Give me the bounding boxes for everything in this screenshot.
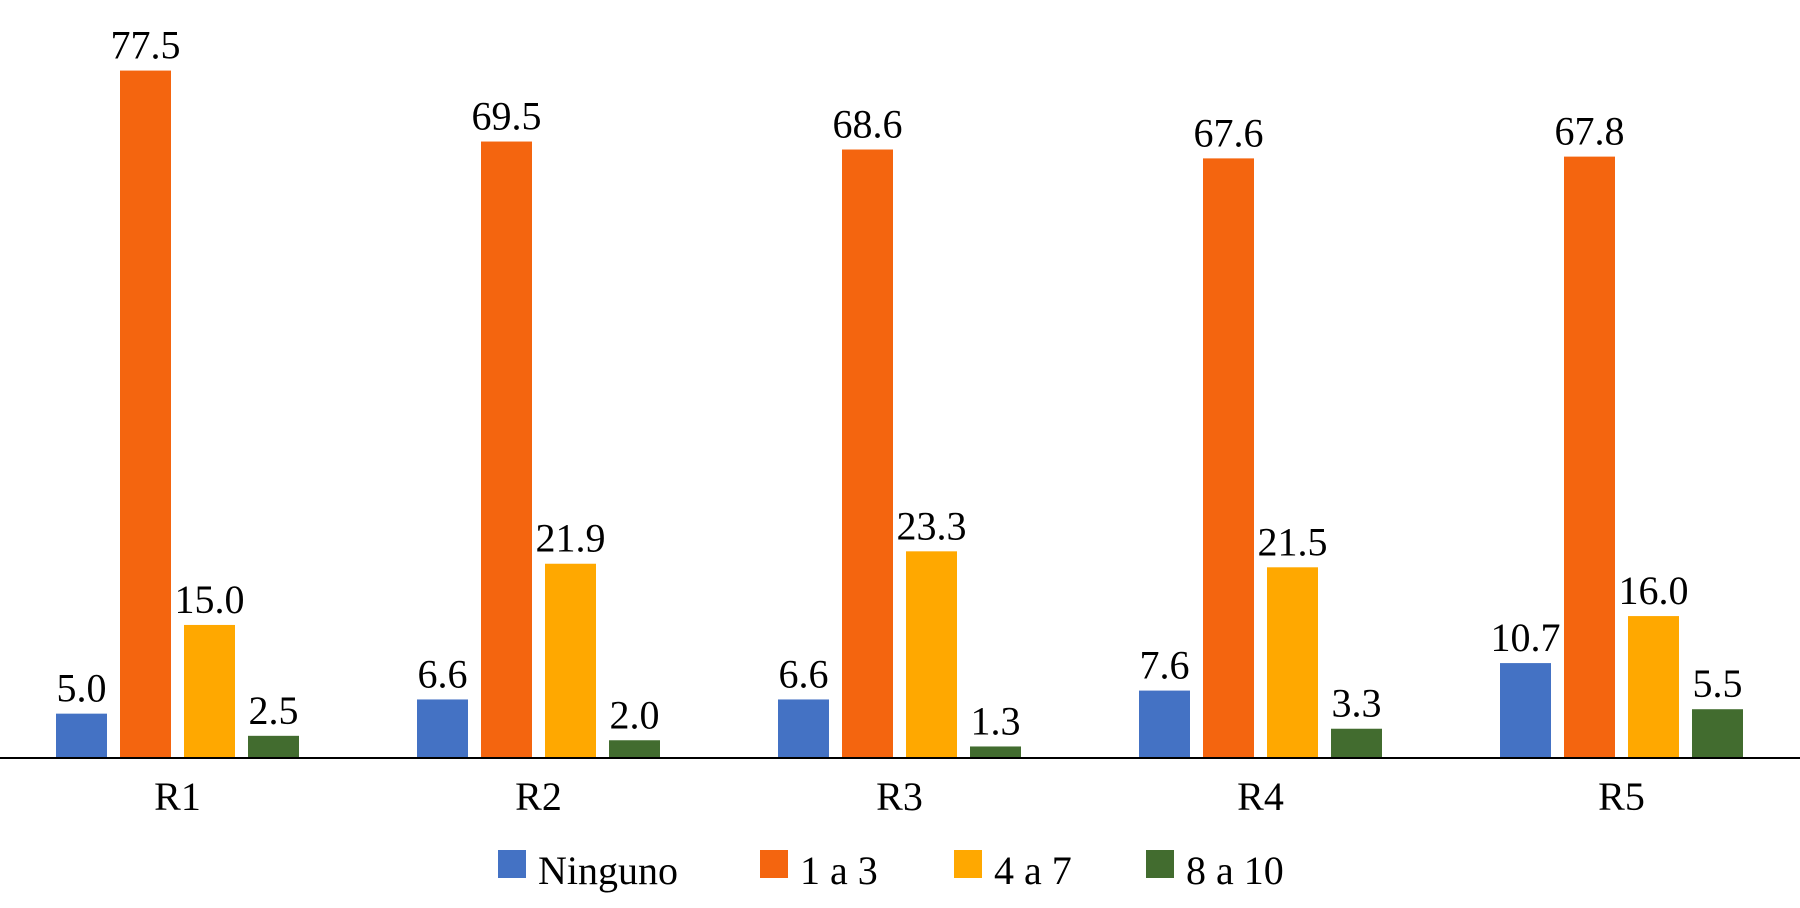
x-tick-label-r5: R5 [1598, 774, 1645, 819]
bar-r4-ninguno [1139, 690, 1190, 758]
bar-r5-8-a-10 [1692, 709, 1743, 758]
value-label-r5-ninguno: 10.7 [1491, 615, 1561, 660]
bar-r1-ninguno [56, 713, 107, 758]
bar-r3-8-a-10 [970, 746, 1021, 758]
legend: Ninguno 1 a 3 4 a 7 8 a 10 [498, 848, 1284, 893]
bar-r4-4-a-7 [1267, 567, 1318, 758]
bar-r3-1-a-3 [842, 149, 893, 758]
value-label-r1-ninguno: 5.0 [57, 666, 107, 711]
value-label-r1-8-a-10: 2.5 [249, 688, 299, 733]
bar-r2-8-a-10 [609, 740, 660, 758]
bar-r4-8-a-10 [1331, 728, 1382, 758]
bars-layer [56, 70, 1743, 758]
x-tick-label-r4: R4 [1237, 774, 1284, 819]
bar-r5-1-a-3 [1564, 156, 1615, 758]
value-label-r5-8-a-10: 5.5 [1693, 661, 1743, 706]
x-tick-label-r3: R3 [876, 774, 923, 819]
bar-r1-1-a-3 [120, 70, 171, 758]
value-label-r1-4-a-7: 15.0 [175, 577, 245, 622]
bar-r2-ninguno [417, 699, 468, 758]
value-label-r1-1-a-3: 77.5 [111, 23, 181, 68]
legend-swatch-8-a-10 [1146, 850, 1174, 878]
legend-label-ninguno: Ninguno [538, 848, 678, 893]
legend-swatch-4-a-7 [954, 850, 982, 878]
value-label-r2-8-a-10: 2.0 [610, 692, 660, 737]
legend-swatch-ninguno [498, 850, 526, 878]
value-label-r3-8-a-10: 1.3 [971, 698, 1021, 743]
legend-label-4-a-7: 4 a 7 [994, 848, 1072, 893]
value-label-r2-4-a-7: 21.9 [536, 516, 606, 561]
value-label-r4-1-a-3: 67.6 [1194, 110, 1264, 155]
bar-r2-1-a-3 [481, 141, 532, 758]
bar-r1-4-a-7 [184, 624, 235, 758]
legend-label-8-a-10: 8 a 10 [1186, 848, 1284, 893]
value-label-r3-ninguno: 6.6 [779, 651, 829, 696]
bar-r5-ninguno [1500, 663, 1551, 758]
value-label-r3-4-a-7: 23.3 [897, 503, 967, 548]
value-label-r5-1-a-3: 67.8 [1555, 109, 1625, 154]
x-tick-label-r1: R1 [154, 774, 201, 819]
bar-r2-4-a-7 [545, 563, 596, 758]
bar-r3-ninguno [778, 699, 829, 758]
value-label-r4-ninguno: 7.6 [1140, 643, 1190, 688]
value-labels-layer: 5.0 77.5 15.0 2.5 6.6 69.5 21.9 2.0 6.6 68.6 23.3 1… [57, 23, 1743, 744]
x-tick-labels-layer: R1 R2 R3 R4 R5 [154, 774, 1645, 819]
value-label-r4-8-a-10: 3.3 [1332, 681, 1382, 726]
value-label-r4-4-a-7: 21.5 [1258, 519, 1328, 564]
bar-r4-1-a-3 [1203, 158, 1254, 758]
bar-r3-4-a-7 [906, 551, 957, 758]
legend-swatch-1-a-3 [760, 850, 788, 878]
value-label-r2-1-a-3: 69.5 [472, 94, 542, 139]
bar-r5-4-a-7 [1628, 616, 1679, 758]
x-tick-label-r2: R2 [515, 774, 562, 819]
value-label-r5-4-a-7: 16.0 [1619, 568, 1689, 613]
value-label-r2-ninguno: 6.6 [418, 651, 468, 696]
value-label-r3-1-a-3: 68.6 [833, 102, 903, 147]
bar-r1-8-a-10 [248, 735, 299, 758]
legend-label-1-a-3: 1 a 3 [800, 848, 878, 893]
